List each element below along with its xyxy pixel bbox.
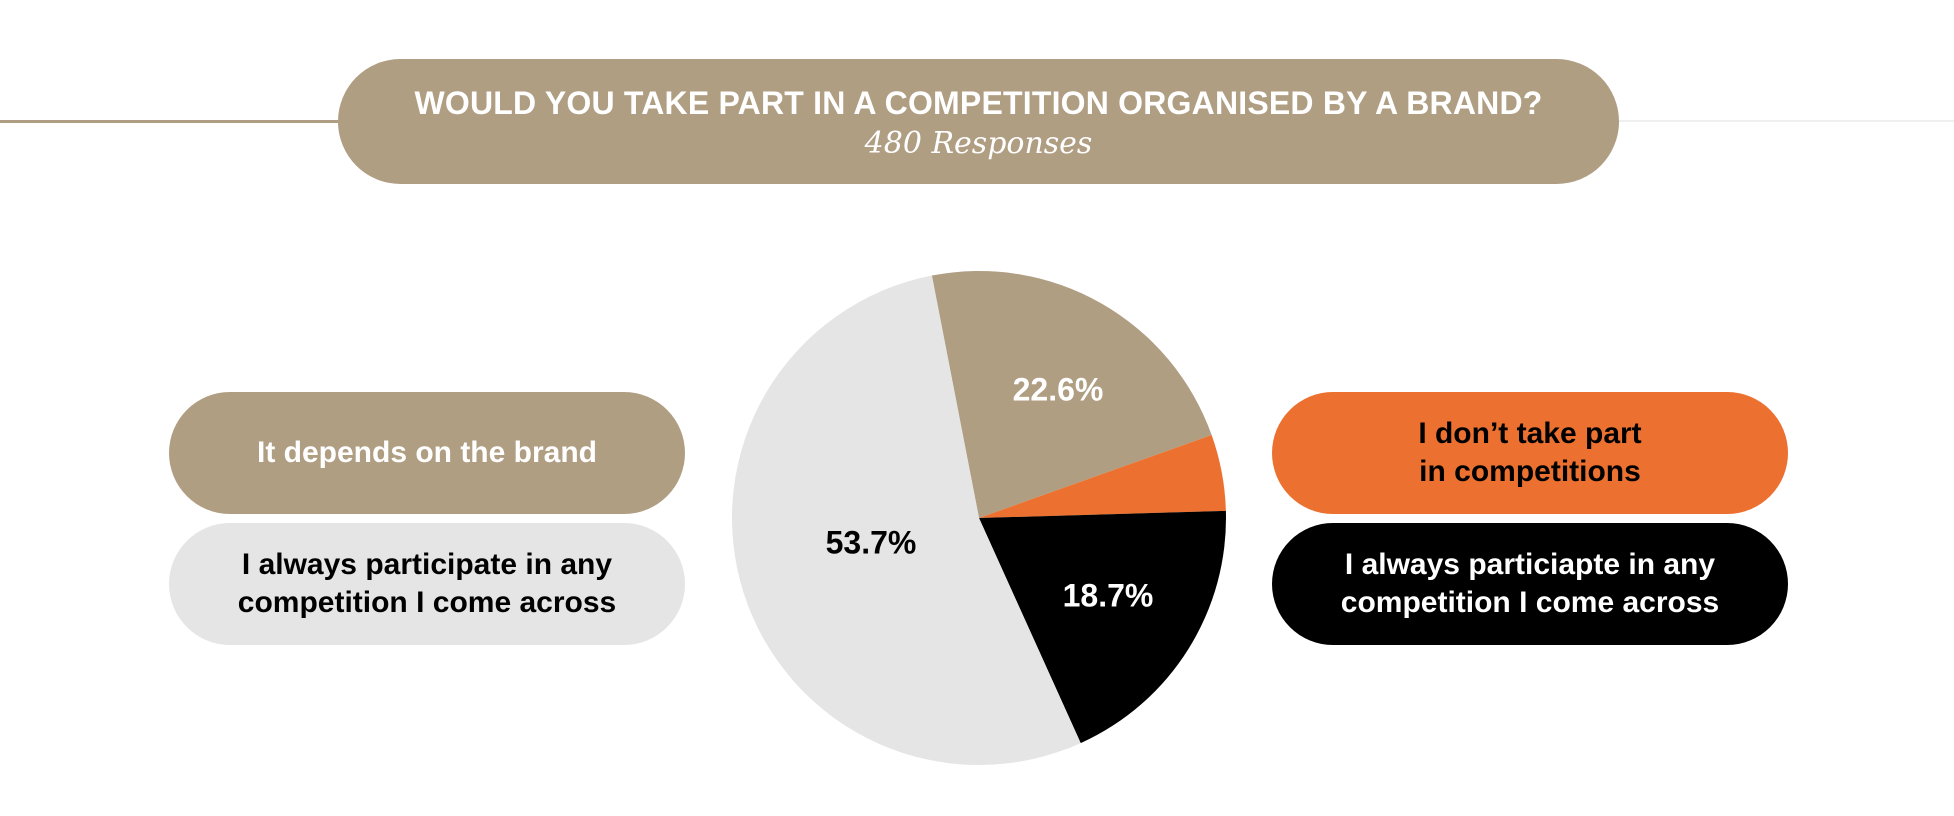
legend-label: It depends on the brand <box>256 436 597 469</box>
legend-label: I don’t take part in competitions <box>1418 417 1642 488</box>
pie-slice-label: 22.6% <box>1013 371 1104 407</box>
header-rule-left <box>0 120 340 123</box>
legend-item-always-particiapte: I always particiapte in any competition … <box>1272 523 1788 645</box>
legend-item-dont-take-part: I don’t take part in competitions <box>1272 392 1788 514</box>
pie-slice <box>979 510 1227 744</box>
pie-slice <box>931 271 1212 518</box>
legend-item-depends-on-brand: It depends on the brand <box>169 392 685 514</box>
pie-slice-label: 18.7% <box>1063 577 1154 613</box>
header-rule-right <box>1618 120 1954 122</box>
chart-subtitle: 480 Responses <box>864 126 1093 161</box>
pie-slice <box>979 434 1226 518</box>
chart-title: WOULD YOU TAKE PART IN A COMPETITION ORG… <box>414 85 1543 121</box>
legend-label: I always particiapte in any competition … <box>1340 548 1720 619</box>
title-banner: WOULD YOU TAKE PART IN A COMPETITION ORG… <box>338 59 1619 184</box>
pie-slice-label: 53.7% <box>826 524 917 560</box>
pie-slice <box>731 275 1081 766</box>
legend-item-always-participate: I always participate in any competition … <box>169 523 685 645</box>
legend-label: I always participate in any competition … <box>237 548 617 619</box>
